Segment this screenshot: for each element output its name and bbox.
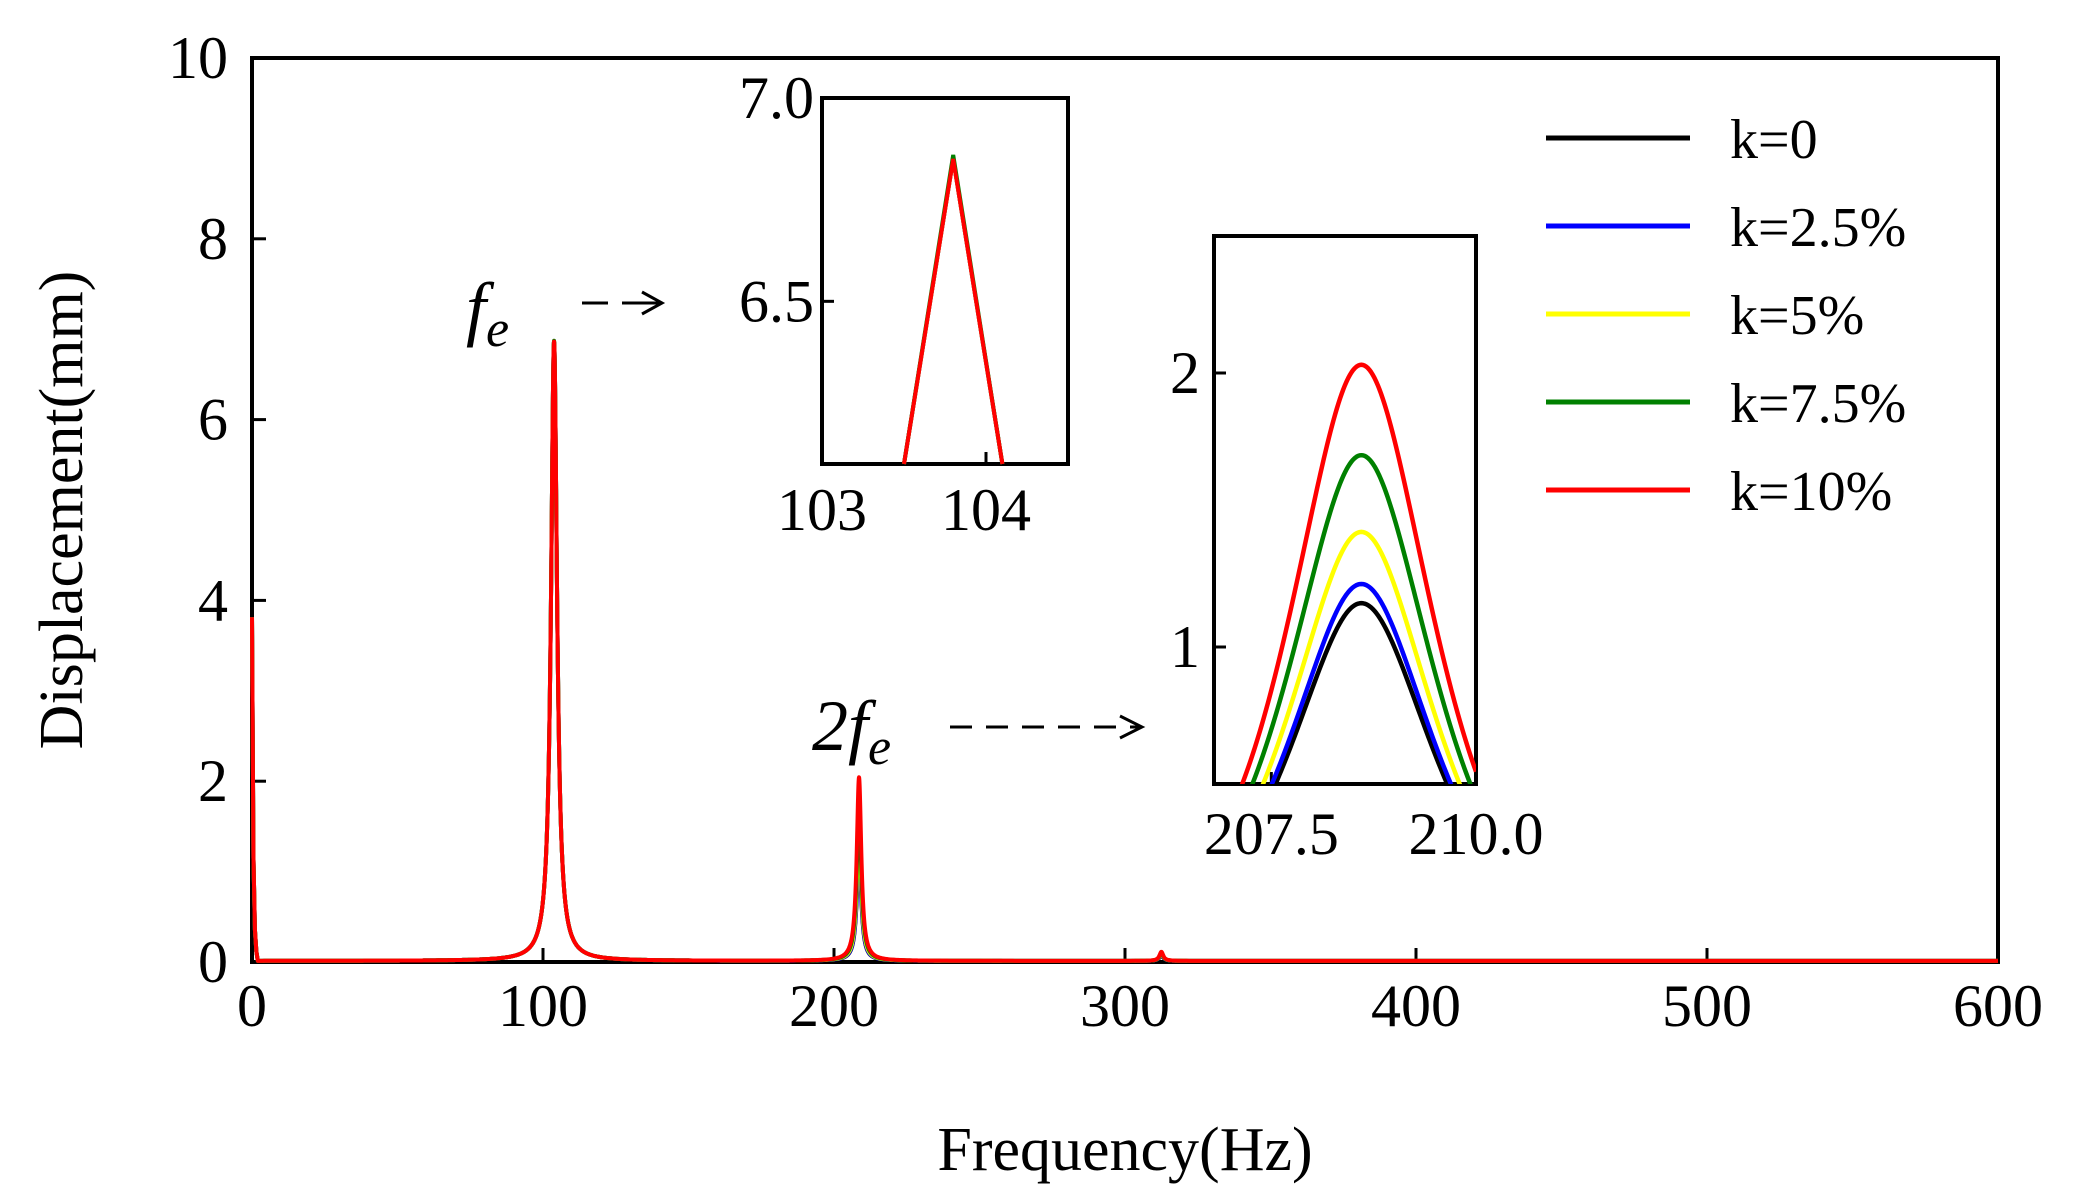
y-tick-label: 10 [168, 25, 228, 91]
y-axis-label: Displacement(mm) [28, 271, 96, 750]
legend-label: k=10% [1730, 461, 1892, 523]
inset-fe-frame [820, 96, 1070, 466]
inset-fe-y-tick-label: 6.5 [739, 268, 814, 334]
two-fe-main: 2f [812, 686, 877, 766]
inset-2fe-y-tick-label: 2 [1170, 340, 1200, 406]
inset-2fe-lines [1239, 362, 1476, 784]
fe-annotation: fe [466, 268, 509, 358]
fe-arrow [582, 290, 666, 316]
main-series-lines [250, 338, 1999, 963]
inset-2fe-series-line-0 [1273, 600, 1450, 784]
y-tick-label: 2 [198, 748, 228, 814]
x-tick-label: 400 [1371, 973, 1461, 1039]
two-fe-sub: e [868, 719, 891, 776]
y-tick-label: 6 [198, 387, 228, 453]
inset-2fe-x-tick-label: 207.5 [1204, 801, 1339, 867]
legend-label: k=5% [1730, 285, 1864, 347]
x-axis-label: Frequency(Hz) [937, 1116, 1312, 1184]
two-fe-annotation: 2fe [812, 686, 891, 776]
legend-label: k=7.5% [1730, 373, 1906, 435]
inset-2fe-content: 207.5 210.0 2 1 [1170, 340, 1544, 867]
inset-2fe-y-tick-label: 1 [1170, 614, 1200, 680]
inset-2fe-series-line-1 [1269, 581, 1454, 784]
legend-label: k=0 [1730, 109, 1818, 171]
x-tick-label: 0 [237, 973, 267, 1039]
two-fe-arrow [950, 714, 1146, 740]
legend-label: k=2.5% [1730, 197, 1906, 259]
fe-sub: e [486, 301, 509, 358]
series-line-4 [250, 339, 1999, 963]
inset-2fe-frame [1212, 234, 1478, 786]
x-tick-label: 600 [1953, 973, 2043, 1039]
inset-2fe-series-line-4 [1239, 362, 1476, 784]
y-tick-label: 0 [198, 929, 228, 995]
inset-fe-x-tick-label: 103 [777, 477, 867, 543]
inset-2fe-x-tick-label: 210.0 [1409, 801, 1544, 867]
x-tick-label: 200 [789, 973, 879, 1039]
inset-fe-content: 103 104 7.0 6.5 [739, 65, 1031, 543]
x-tick-label: 300 [1080, 973, 1170, 1039]
inset-2fe-series-line-2 [1260, 529, 1463, 784]
legend: k=0 k=2.5% k=5% k=7.5% k=10% [1546, 109, 1906, 523]
y-tick-label: 8 [198, 206, 228, 272]
x-tick-label: 500 [1662, 973, 1752, 1039]
inset-fe-x-tick-label: 104 [941, 477, 1031, 543]
inset-fe-series-line-4 [902, 158, 1005, 465]
inset-2fe-series-line-3 [1249, 452, 1473, 784]
y-tick-label: 4 [198, 567, 228, 633]
main-tick-labels: 0 100 200 300 400 500 600 0 2 4 6 8 10 [168, 25, 2043, 1039]
x-tick-label: 100 [498, 973, 588, 1039]
inset-fe-y-tick-label: 7.0 [739, 65, 814, 131]
